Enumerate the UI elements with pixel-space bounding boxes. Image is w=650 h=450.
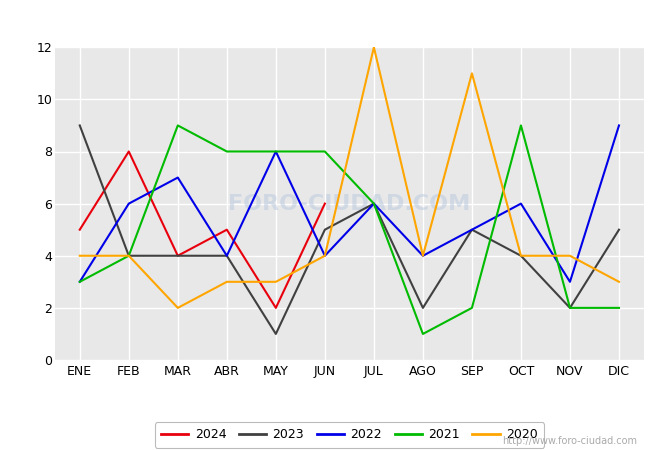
Text: Matriculaciones de Vehiculos en Corral de Almaguer: Matriculaciones de Vehiculos en Corral d… [90,9,560,27]
Text: http://www.foro-ciudad.com: http://www.foro-ciudad.com [502,436,637,446]
Text: FORO-CIUDAD.COM: FORO-CIUDAD.COM [228,194,471,214]
Legend: 2024, 2023, 2022, 2021, 2020: 2024, 2023, 2022, 2021, 2020 [155,422,544,448]
